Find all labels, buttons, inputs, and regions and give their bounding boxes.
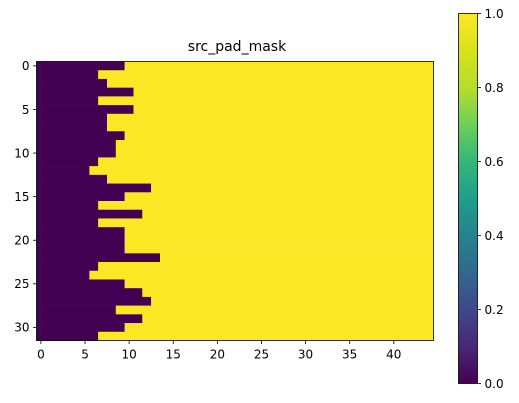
heatmap-cell-row-28-value-0 [36,305,116,315]
x-tick-label: 35 [342,348,357,362]
colorbar-tick-label: 0.6 [485,155,504,169]
y-tick-label: 20 [14,234,29,248]
heatmap-cell-row-4-value-0 [36,96,99,106]
y-tick-label: 30 [14,321,29,335]
heatmap-cell-row-17-value-1 [142,209,434,219]
colorbar-tick-label: 0.2 [485,303,504,317]
x-tick-label: 25 [254,348,269,362]
heatmap-cell-row-18-value-1 [98,218,434,228]
heatmap-cell-row-19-value-0 [36,227,125,237]
heatmap-cell-row-16-value-1 [98,201,434,211]
heatmap-cell-row-15-value-0 [36,192,125,202]
heatmap-cell-row-0-value-1 [124,61,434,71]
heatmap-cell-row-24-value-0 [36,270,90,280]
heatmap-cell-row-1-value-0 [36,70,99,80]
colorbar: 0.0 0.2 0.4 0.6 0.8 1.0 [458,7,504,391]
heatmap-cell-row-31-value-0 [36,331,99,341]
heatmap-cell-row-12-value-0 [36,166,90,176]
heatmap-cell-row-27-value-0 [36,296,152,306]
heatmap-cell-row-1-value-1 [98,70,434,80]
heatmap-cell-row-10-value-0 [36,148,116,158]
heatmap-cell-row-5-value-1 [133,105,434,115]
heatmap-cell-row-26-value-1 [142,288,434,298]
heatmap-cell-row-8-value-0 [36,131,125,141]
heatmap-cell-row-31-value-1 [98,331,434,341]
heatmap-cell-row-6-value-1 [107,113,434,123]
y-tick-label: 10 [14,146,29,160]
heatmap-cell-row-20-value-0 [36,235,125,245]
colorbar-tick-label: 0.8 [485,81,504,95]
y-tick-label: 15 [14,190,29,204]
x-tick-label: 40 [386,348,401,362]
heatmap-cell-row-29-value-1 [142,314,434,324]
heatmap-cell-row-12-value-1 [89,166,434,176]
heatmap-cell-row-3-value-0 [36,87,134,97]
heatmap-cell-row-16-value-0 [36,201,99,211]
x-tick-label: 15 [166,348,181,362]
x-tick-label: 20 [210,348,225,362]
plot-frame [36,61,434,341]
heatmap-cell-row-3-value-1 [133,87,434,97]
heatmap-cell-row-13-value-0 [36,174,108,184]
colorbar-gradient [458,13,478,384]
heatmap-cell-row-11-value-1 [98,157,434,167]
colorbar-tick-label: 0.0 [485,377,504,391]
axes: 0 5 10 15 20 25 30 35 40 0 5 10 15 20 25 30 [14,59,434,362]
heatmap-cell-row-18-value-0 [36,218,99,228]
heatmap-cell-row-30-value-1 [124,323,434,333]
heatmap-cell-row-21-value-0 [36,244,125,254]
y-tick-label: 25 [14,277,29,291]
chart-title: src_pad_mask [188,39,287,55]
colorbar-tick-label: 0.4 [485,229,504,243]
y-tick-label: 5 [22,103,30,117]
heatmap-cell-row-6-value-0 [36,113,108,123]
heatmap-cell-row-22-value-1 [160,253,434,263]
heatmap-cell-row-10-value-1 [115,148,434,158]
heatmap-cell-row-24-value-1 [89,270,434,280]
heatmap-cell-row-23-value-1 [98,262,434,272]
x-tick-label: 30 [298,348,313,362]
heatmap-cell-row-13-value-1 [107,174,434,184]
heatmap-cell-row-2-value-1 [107,78,434,88]
heatmap-cell-row-14-value-0 [36,183,152,193]
heatmap-cell-row-4-value-1 [98,96,434,106]
heatmap-cell-row-0-value-0 [36,61,125,71]
heatmap-cell-row-19-value-1 [124,227,434,237]
heatmap-cell-row-29-value-0 [36,314,143,324]
heatmap-cell-row-25-value-0 [36,279,125,289]
heatmap-cell-row-28-value-1 [115,305,434,315]
heatmap-cell-row-25-value-1 [124,279,434,289]
y-tick-label: 0 [22,59,30,73]
heatmap-cell-row-26-value-0 [36,288,143,298]
heatmap-cell-row-7-value-1 [107,122,434,132]
heatmap-cells [36,61,434,341]
heatmap-cell-row-8-value-1 [124,131,434,141]
heatmap-cell-row-23-value-0 [36,262,99,272]
x-tick-label: 10 [121,348,136,362]
colorbar-tick-label: 1.0 [485,7,504,21]
heatmap-cell-row-20-value-1 [124,235,434,245]
heatmap-cell-row-22-value-0 [36,253,161,263]
x-tick-label: 0 [37,348,45,362]
heatmap-cell-row-2-value-0 [36,78,108,88]
heatmap-cell-row-5-value-0 [36,105,134,115]
heatmap-cell-row-11-value-0 [36,157,99,167]
x-tick-label: 5 [81,348,89,362]
heatmap-cell-row-9-value-1 [115,139,434,149]
heatmap-cell-row-30-value-0 [36,323,125,333]
heatmap-cell-row-9-value-0 [36,139,116,149]
heatmap-cell-row-21-value-1 [124,244,434,254]
heatmap-cell-row-27-value-1 [151,296,434,306]
heatmap-cell-row-15-value-1 [124,192,434,202]
heatmap-cell-row-14-value-1 [151,183,434,193]
heatmap-cell-row-7-value-0 [36,122,108,132]
heatmap-cell-row-17-value-0 [36,209,143,219]
